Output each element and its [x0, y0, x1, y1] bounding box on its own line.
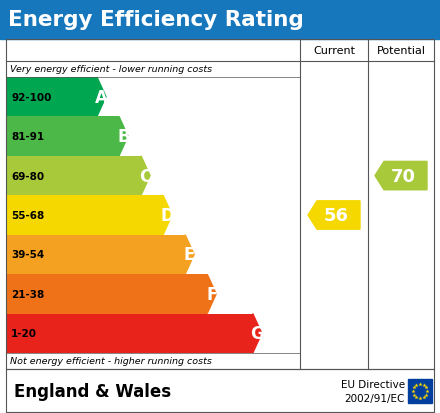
- Text: Current: Current: [313, 46, 355, 56]
- Text: 69-80: 69-80: [11, 171, 44, 181]
- Polygon shape: [97, 78, 106, 117]
- Polygon shape: [375, 162, 427, 190]
- Text: Very energy efficient - lower running costs: Very energy efficient - lower running co…: [10, 65, 212, 74]
- Text: E: E: [184, 246, 195, 264]
- Bar: [0, 369, 440, 413]
- Polygon shape: [207, 275, 216, 314]
- Text: 55-68: 55-68: [11, 211, 44, 221]
- Text: Energy Efficiency Rating: Energy Efficiency Rating: [8, 10, 304, 30]
- Text: G: G: [250, 325, 264, 342]
- Polygon shape: [163, 196, 172, 235]
- Polygon shape: [141, 157, 150, 196]
- Text: D: D: [161, 206, 175, 224]
- Polygon shape: [308, 201, 360, 230]
- Bar: [6, 275, 207, 314]
- Text: C: C: [139, 167, 152, 185]
- Text: F: F: [206, 285, 217, 303]
- Polygon shape: [253, 314, 262, 353]
- Text: 56: 56: [324, 206, 349, 224]
- Text: 81-91: 81-91: [11, 132, 44, 142]
- Text: England & Wales: England & Wales: [14, 382, 171, 400]
- Polygon shape: [185, 235, 194, 275]
- Text: EU Directive
2002/91/EC: EU Directive 2002/91/EC: [341, 380, 405, 403]
- Text: B: B: [117, 128, 130, 146]
- Bar: [0, 0, 440, 40]
- Bar: [408, 379, 432, 403]
- Bar: [6, 314, 253, 353]
- Text: Not energy efficient - higher running costs: Not energy efficient - higher running co…: [10, 357, 212, 366]
- Text: 39-54: 39-54: [11, 250, 44, 260]
- Text: 1-20: 1-20: [11, 328, 37, 339]
- Text: 21-38: 21-38: [11, 289, 44, 299]
- Bar: [6, 78, 97, 117]
- Text: Potential: Potential: [377, 46, 425, 56]
- Bar: [6, 117, 119, 157]
- Bar: [6, 40, 434, 369]
- Text: A: A: [95, 88, 108, 107]
- Bar: [6, 235, 185, 275]
- Text: 70: 70: [391, 167, 416, 185]
- Text: 92-100: 92-100: [11, 93, 51, 102]
- Bar: [6, 157, 141, 196]
- Polygon shape: [119, 117, 128, 157]
- Bar: [6, 196, 163, 235]
